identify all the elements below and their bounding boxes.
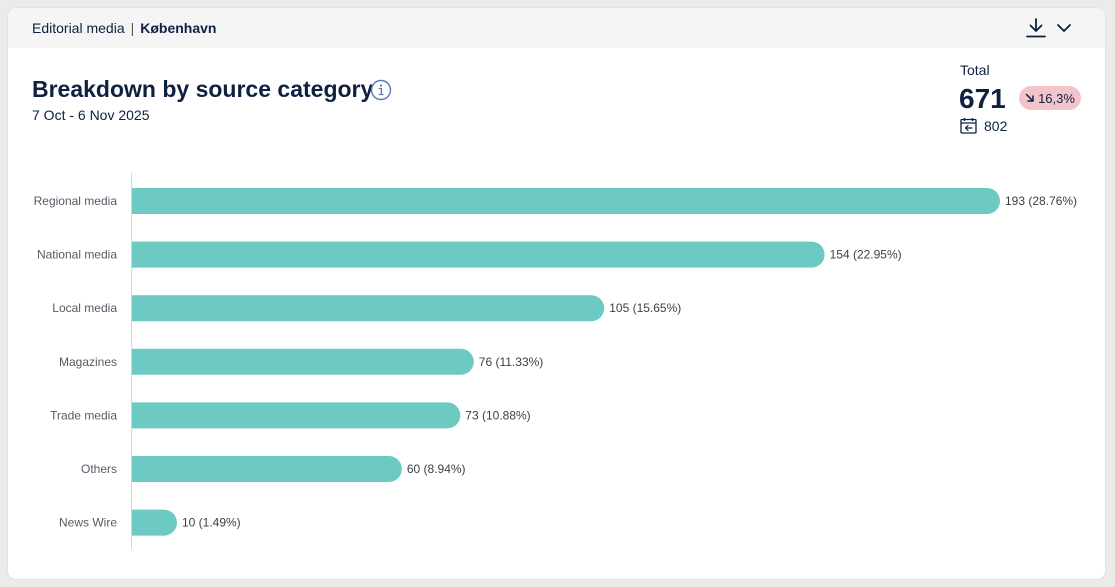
data-label: 73 (10.88%) bbox=[465, 408, 530, 422]
download-icon[interactable] bbox=[1024, 16, 1048, 40]
category-tick-label: Regional media bbox=[34, 194, 118, 208]
data-label: 105 (15.65%) bbox=[609, 301, 681, 315]
bar[interactable] bbox=[132, 241, 825, 268]
category-tick-label: Trade media bbox=[50, 408, 117, 422]
date-range: 7 Oct - 6 Nov 2025 bbox=[32, 107, 150, 123]
widget-card: Editorial media | København Breakdown by s… bbox=[8, 8, 1105, 579]
breadcrumb-section[interactable]: Editorial media bbox=[32, 20, 125, 36]
data-label: 193 (28.76%) bbox=[1005, 194, 1077, 208]
category-tick-label: Others bbox=[81, 462, 117, 476]
card-header: Editorial media | København bbox=[8, 8, 1105, 48]
data-label: 60 (8.94%) bbox=[407, 462, 466, 476]
info-icon[interactable] bbox=[370, 79, 392, 101]
breadcrumb: Editorial media | København bbox=[32, 20, 216, 36]
widget-title: Breakdown by source category bbox=[32, 76, 374, 102]
breadcrumb-location: København bbox=[140, 20, 217, 36]
change-badge: 16,3% bbox=[1019, 86, 1081, 110]
bar[interactable] bbox=[132, 295, 605, 322]
bar[interactable] bbox=[132, 509, 177, 536]
bar[interactable] bbox=[132, 456, 402, 482]
data-label: 154 (22.95%) bbox=[830, 248, 902, 262]
category-tick-label: National media bbox=[37, 248, 117, 262]
bar[interactable] bbox=[132, 402, 461, 429]
total-label: Total bbox=[960, 62, 990, 78]
bar[interactable] bbox=[132, 348, 474, 375]
breadcrumb-separator: | bbox=[130, 20, 135, 36]
category-tick-label: Magazines bbox=[59, 355, 117, 369]
change-value: 16,3% bbox=[1038, 90, 1075, 106]
previous-period-value: 802 bbox=[984, 118, 1008, 134]
data-label: 10 (1.49%) bbox=[182, 516, 241, 530]
total-value: 671 bbox=[959, 83, 1006, 114]
arrow-down-right-icon bbox=[1025, 93, 1034, 102]
data-label: 76 (11.33%) bbox=[479, 355, 543, 369]
calendar-compare-icon bbox=[960, 118, 977, 134]
category-tick-label: Local media bbox=[52, 301, 117, 315]
bar[interactable] bbox=[132, 188, 1000, 214]
bar-chart: Regional media 193 (28.76%) National media… bbox=[34, 173, 1077, 549]
category-tick-label: News Wire bbox=[59, 516, 117, 530]
chevron-down-icon[interactable] bbox=[1052, 16, 1076, 40]
